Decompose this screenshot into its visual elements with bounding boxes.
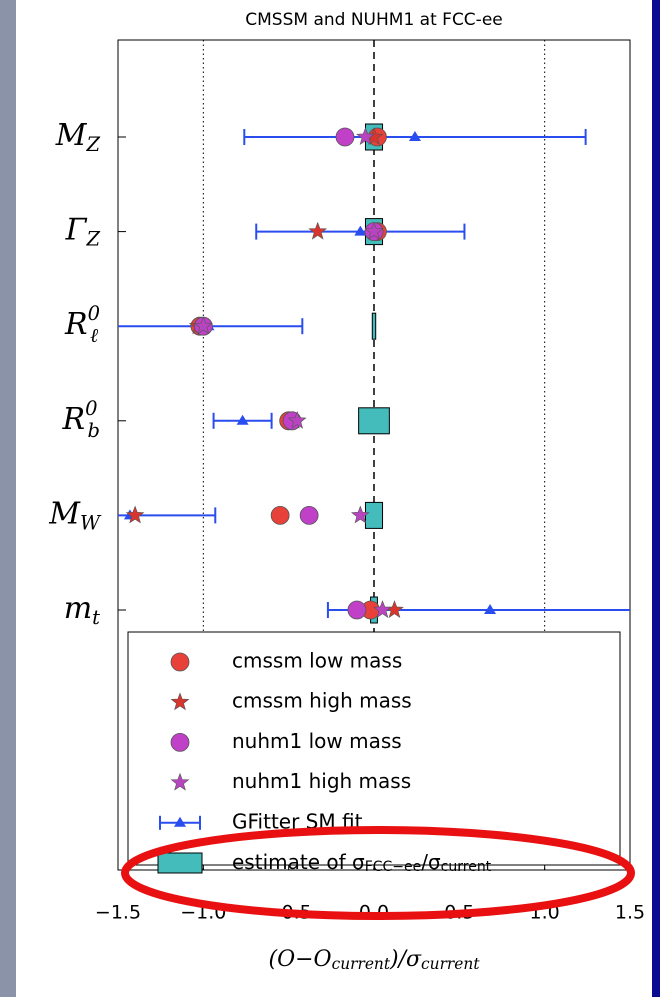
legend-label: nuhm1 low mass: [232, 729, 402, 753]
y-tick-label: MZ: [55, 118, 101, 156]
text-sub: current: [332, 955, 391, 973]
label-sub: t: [92, 606, 100, 629]
point: [356, 127, 375, 145]
x-tick-label: −1.5: [95, 902, 141, 924]
point: [354, 225, 367, 236]
slide-strip: [0, 0, 16, 997]
label-sup: 0: [85, 396, 97, 419]
y-tick-label: MW: [48, 496, 102, 534]
label-base: Γ: [65, 213, 88, 248]
point: [299, 506, 319, 525]
estimate-box: [364, 501, 384, 529]
label-sub: Z: [85, 133, 100, 156]
point: [287, 410, 307, 429]
label-sub: W: [80, 511, 102, 534]
y-tick-label: R0 b: [62, 396, 101, 441]
label-sub: ℓ: [90, 324, 99, 347]
point: [174, 816, 186, 827]
text-part: /σ: [421, 850, 441, 874]
label-base: R: [64, 307, 88, 342]
label-sub: Z: [85, 227, 100, 250]
label-base: M: [55, 118, 88, 153]
legend-swatch: [157, 852, 203, 874]
point: [270, 506, 290, 525]
x-tick-label: 1.5: [615, 902, 645, 924]
point: [170, 772, 190, 791]
label-base: M: [48, 496, 81, 531]
text-sub: FCC−ee: [365, 859, 422, 875]
estimate-box: [358, 407, 390, 435]
estimate-box: [371, 312, 377, 340]
text-part: estimate of σ: [232, 850, 365, 874]
point: [308, 221, 327, 240]
point: [350, 505, 370, 524]
y-tick-label: ΓZ: [65, 213, 101, 251]
point: [170, 733, 190, 752]
text-sub: current: [441, 859, 492, 875]
y-tick-label: mt: [64, 591, 100, 629]
label-sub: b: [88, 418, 100, 441]
point: [170, 652, 190, 672]
point: [236, 414, 249, 425]
point: [335, 127, 355, 147]
label-sup: 0: [88, 302, 100, 325]
point: [347, 600, 367, 620]
text-part: )/σ: [389, 947, 422, 972]
y-tick-label: R0 ℓ: [64, 302, 100, 347]
label-base: R: [62, 402, 86, 437]
x-axis-label: (O−Ocurrent)/σcurrent: [268, 947, 480, 973]
text-sub: current: [421, 955, 480, 973]
label-base: m: [64, 591, 92, 626]
point: [194, 316, 213, 335]
point: [170, 692, 190, 711]
point: [373, 600, 392, 618]
point: [408, 131, 421, 141]
chart-title: CMSSM and NUHM1 at FCC-ee: [245, 10, 502, 30]
legend-label: cmssm high mass: [232, 689, 412, 713]
point: [125, 505, 145, 524]
annotation-ellipse: [121, 826, 635, 920]
legend-label: cmssm low mass: [232, 649, 402, 673]
legend-label: estimate of σFCC−ee/σcurrent: [232, 850, 492, 876]
legend-label: nuhm1 high mass: [232, 769, 411, 793]
text-part: (O−O: [268, 947, 331, 972]
point: [484, 604, 497, 614]
point: [364, 221, 384, 240]
